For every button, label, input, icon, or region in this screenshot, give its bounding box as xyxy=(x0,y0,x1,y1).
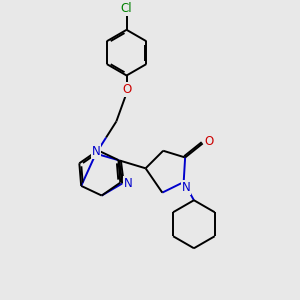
Text: N: N xyxy=(182,181,190,194)
Text: N: N xyxy=(124,177,133,190)
Text: O: O xyxy=(205,136,214,148)
Text: N: N xyxy=(92,145,100,158)
Text: O: O xyxy=(122,83,131,96)
Text: Cl: Cl xyxy=(121,2,132,15)
